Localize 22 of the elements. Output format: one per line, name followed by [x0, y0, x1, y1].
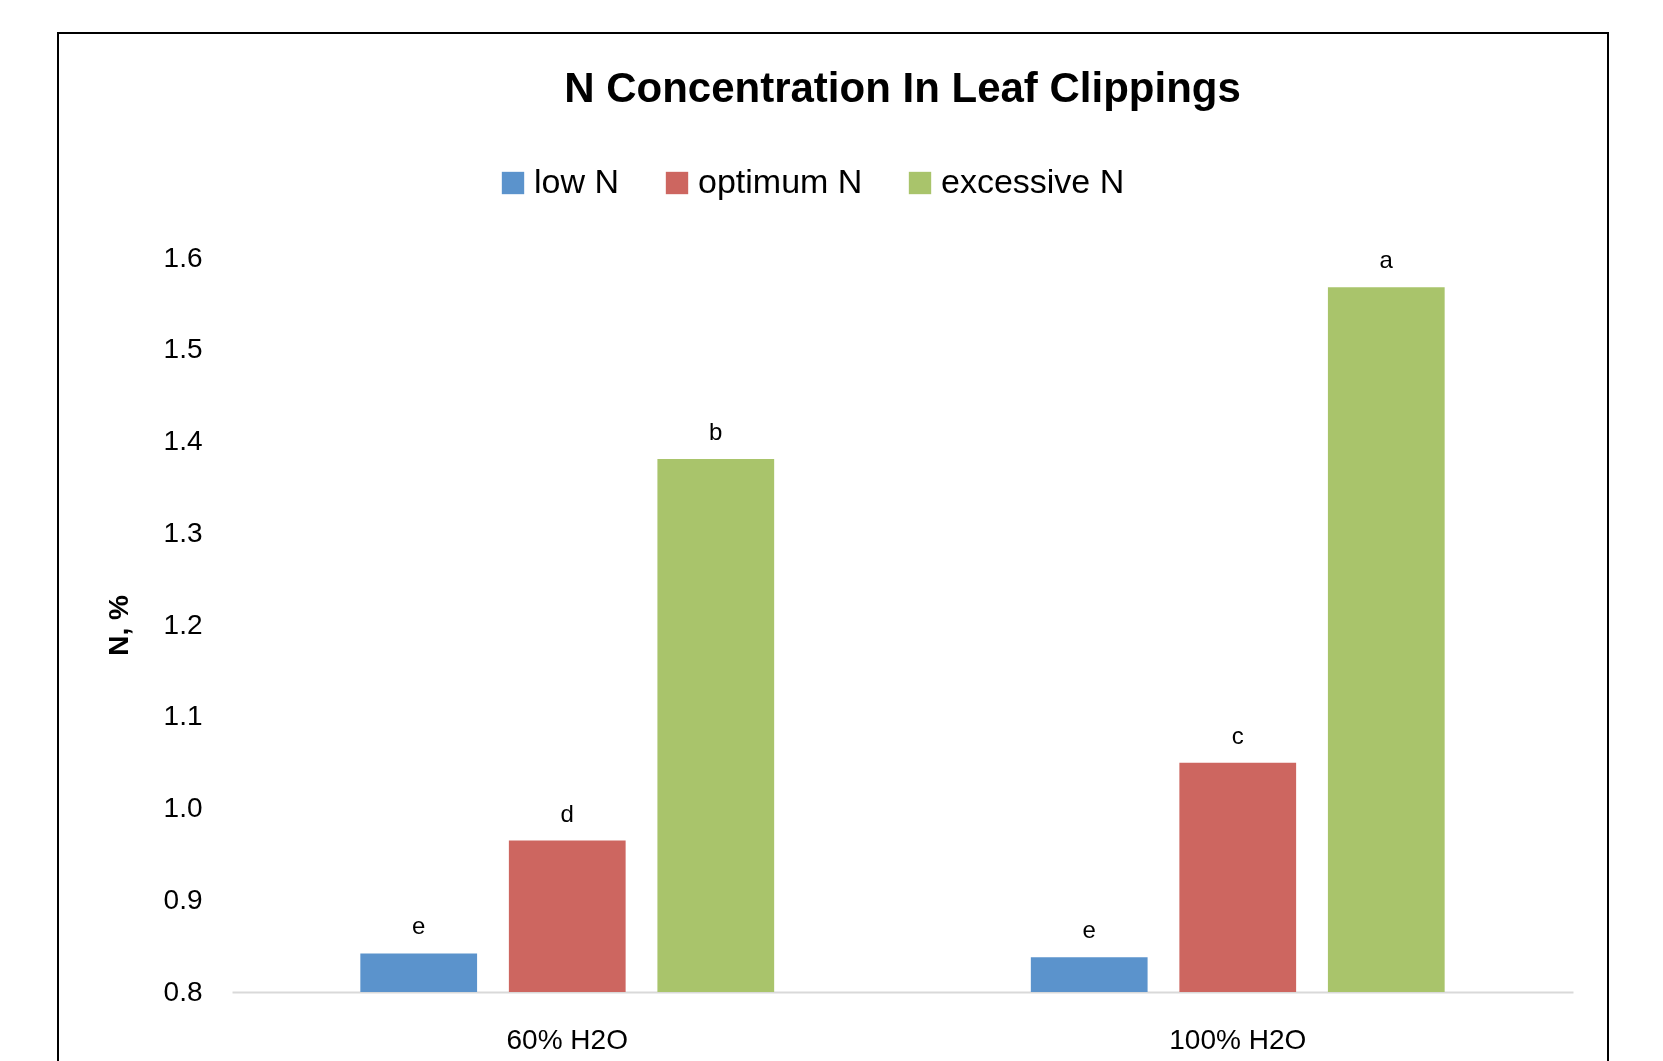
y-tick-label: 1.1	[163, 700, 203, 732]
legend-label: optimum N	[698, 162, 863, 200]
data-label: e	[1082, 916, 1096, 944]
x-tick-label: 60% H2O	[506, 1023, 628, 1055]
x-tick-label: 100% H2O	[1169, 1023, 1307, 1055]
y-axis-title: N, %	[102, 595, 134, 656]
y-tick-label: 1.3	[163, 516, 203, 548]
y-tick-label: 0.9	[163, 883, 203, 915]
chart-title: N Concentration In Leaf Clippings	[564, 64, 1241, 111]
data-label: b	[709, 417, 723, 445]
y-tick-label: 1.2	[163, 608, 203, 640]
data-label: a	[1379, 246, 1394, 274]
y-tick-label: 1.5	[163, 333, 203, 365]
y-tick-label: 1.0	[163, 792, 203, 823]
y-tick-label: 1.4	[163, 425, 203, 456]
data-label: d	[560, 799, 574, 827]
y-tick-label: 0.8	[163, 975, 203, 1007]
y-tick-label: 1.6	[163, 241, 203, 273]
legend-label: excessive N	[941, 162, 1125, 200]
data-label: c	[1231, 721, 1244, 749]
legend-label: low N	[534, 162, 620, 200]
data-label: e	[412, 912, 426, 940]
